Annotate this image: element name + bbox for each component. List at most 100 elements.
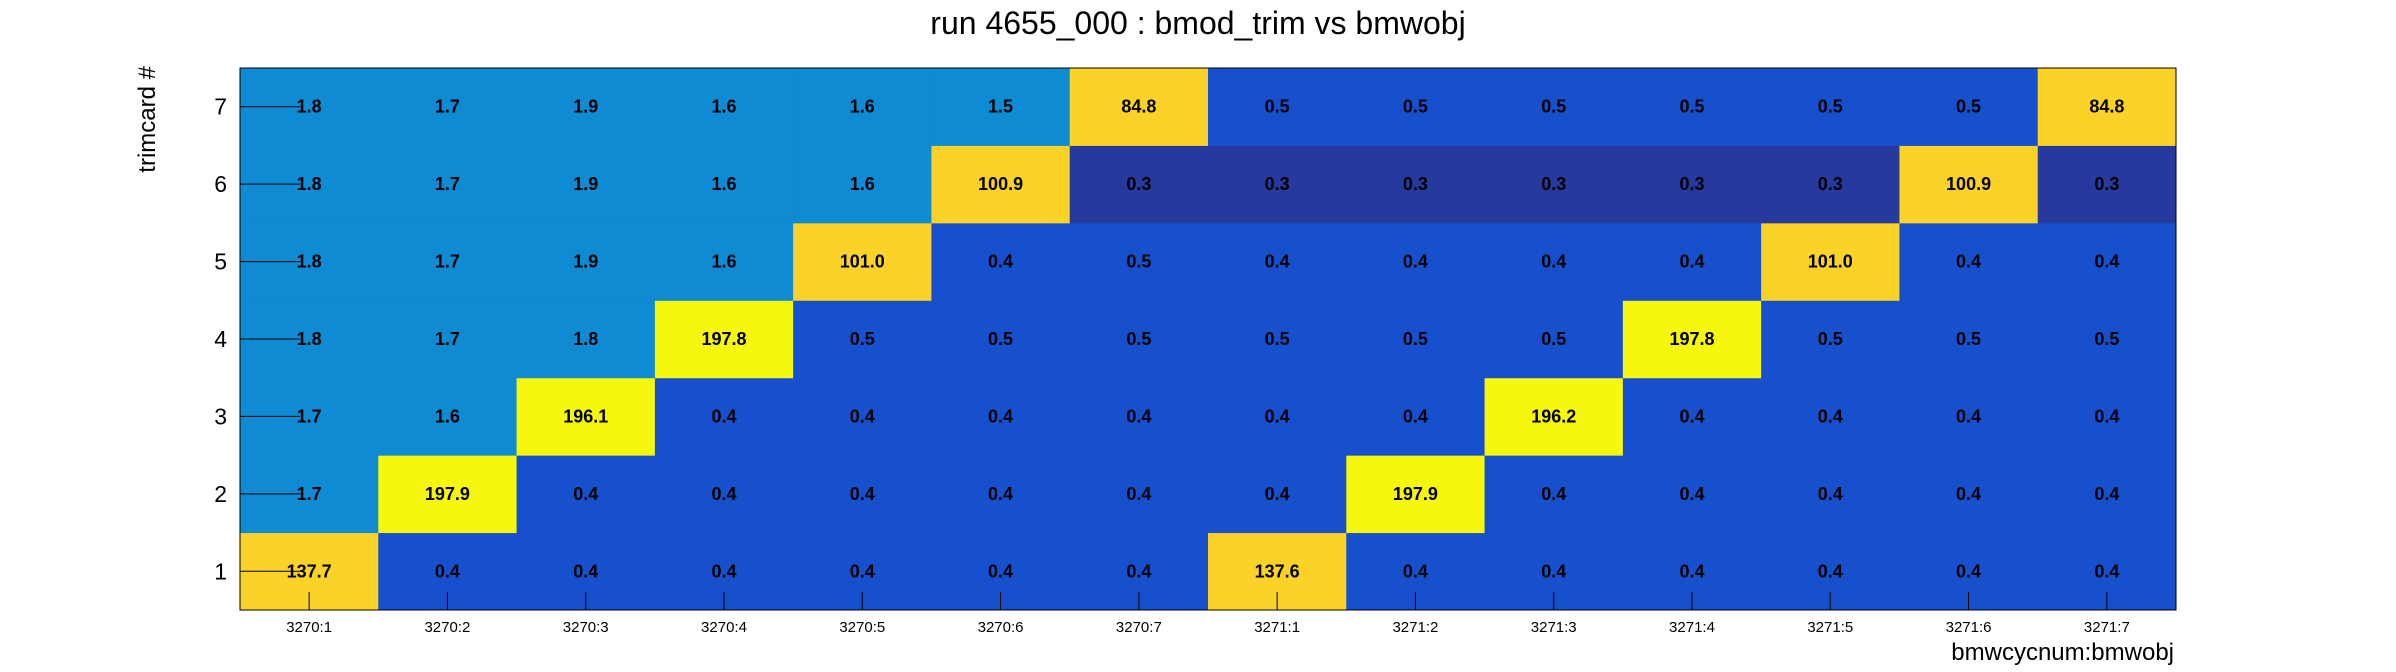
heatmap-cell	[516, 145, 656, 224]
x-tick-label: 3271:6	[1946, 619, 1992, 636]
cell-value-label: 0.4	[988, 252, 1013, 272]
cell-value-label: 196.1	[563, 406, 608, 426]
heatmap-cell	[1761, 68, 1900, 146]
cell-value-label: 0.4	[1956, 252, 1981, 272]
cell-value-label: 0.3	[1679, 174, 1704, 194]
x-tick-label: 3270:7	[1116, 619, 1162, 636]
cell-value-label: 1.7	[297, 406, 322, 426]
cell-value-label: 0.3	[1403, 174, 1428, 194]
heatmap-cell	[1622, 222, 1762, 301]
cell-value-label: 137.7	[287, 561, 332, 581]
cell-value-label: 197.9	[425, 484, 470, 504]
cell-value-label: 1.6	[850, 97, 875, 117]
heatmap-cell	[654, 145, 794, 224]
cell-value-label: 0.4	[1679, 561, 1704, 581]
heatmap-cell	[2037, 377, 2177, 456]
heatmap-cell	[1761, 455, 1900, 534]
heatmap-cell	[1622, 455, 1762, 534]
cell-value-label: 84.8	[1121, 97, 1156, 117]
cell-value-label: 1.8	[297, 329, 322, 349]
cell-value-label: 0.4	[1679, 484, 1704, 504]
heatmap-cell	[2037, 300, 2177, 379]
heatmap-cell	[1761, 222, 1900, 301]
cell-value-label: 0.4	[1679, 406, 1704, 426]
heatmap-cell	[1899, 377, 2039, 456]
x-axis: 3270:1 3270:2 3270:3 3270:4 3270:5 3270:6 3270…	[286, 592, 2130, 636]
heatmap-cell	[654, 455, 794, 534]
heatmap-cell	[516, 377, 656, 456]
heatmap-cell	[1346, 455, 1486, 534]
heatmap-cell	[1899, 222, 2039, 301]
x-tick-label: 3271:3	[1531, 619, 1577, 636]
x-tick-label: 3270:6	[978, 619, 1024, 636]
cell-value-label: 1.8	[297, 252, 322, 272]
cell-value-label: 137.6	[1255, 561, 1300, 581]
cell-value-label: 0.5	[1679, 97, 1704, 117]
cell-value-label: 0.4	[1956, 561, 1981, 581]
heatmap-cell	[1346, 300, 1486, 379]
heatmap-cell	[516, 68, 656, 146]
cell-value-label: 0.5	[1265, 97, 1290, 117]
heatmap-cell	[931, 145, 1071, 224]
cell-value-label: 0.4	[1265, 252, 1290, 272]
heatmap-cell	[1899, 455, 2039, 534]
heatmap-cell	[793, 145, 932, 224]
heatmap-cell	[793, 377, 932, 456]
cell-value-label: 0.4	[1126, 406, 1151, 426]
heatmap-cell	[378, 68, 518, 146]
heatmap-cell	[931, 300, 1071, 379]
cell-value-label: 1.6	[711, 174, 736, 194]
heatmap-cell	[1346, 68, 1486, 146]
y-tick-label: 5	[214, 249, 227, 275]
cell-value-label: 1.6	[711, 97, 736, 117]
cell-value-label: 197.9	[1393, 484, 1438, 504]
cell-value-label: 0.4	[1818, 561, 1843, 581]
cell-value-label: 196.2	[1531, 406, 1576, 426]
heatmap-cell	[2037, 222, 2177, 301]
heatmap-cell	[1208, 68, 1347, 146]
cell-value-label: 1.9	[573, 97, 598, 117]
heatmap-cell	[793, 68, 932, 146]
y-tick-label: 4	[214, 326, 227, 352]
cell-value-label: 0.4	[988, 484, 1013, 504]
cell-value-label: 0.4	[435, 561, 460, 581]
heatmap-cell	[1069, 455, 1209, 534]
cell-value-label: 100.9	[1946, 174, 1991, 194]
heatmap-cell	[1899, 145, 2039, 224]
heatmap-cell	[1208, 377, 1347, 456]
cell-value-label: 0.4	[711, 406, 736, 426]
heatmap-cell	[931, 68, 1071, 146]
heatmap-cell	[1761, 377, 1900, 456]
cell-value-label: 1.8	[297, 174, 322, 194]
cell-value-label: 197.8	[1669, 329, 1714, 349]
cell-value-label: 0.4	[2094, 484, 2119, 504]
cell-value-label: 0.4	[850, 406, 875, 426]
heatmap-cell	[1622, 145, 1762, 224]
heatmap-cell	[931, 455, 1071, 534]
y-axis: 1 2 3 4 5 6 7	[214, 94, 300, 584]
cell-value-label: 0.5	[1956, 329, 1981, 349]
heatmap-cell	[1622, 68, 1762, 146]
x-tick-label: 3270:4	[701, 619, 747, 636]
x-tick-label: 3271:5	[1807, 619, 1853, 636]
cell-value-label: 0.4	[1818, 484, 1843, 504]
x-tick-label: 3271:2	[1392, 619, 1438, 636]
heatmap-cell	[1484, 377, 1624, 456]
heatmap-cell	[1899, 68, 2039, 146]
cell-value-label: 0.3	[1541, 174, 1566, 194]
cell-value-label: 0.4	[1956, 484, 1981, 504]
cell-value-label: 101.0	[840, 252, 885, 272]
heatmap-cell	[378, 222, 518, 301]
heatmap-cell	[1622, 377, 1762, 456]
cell-value-label: 0.4	[573, 561, 598, 581]
heatmap-cell	[378, 455, 518, 534]
heatmap-cell	[793, 455, 932, 534]
heatmap-cell	[1069, 145, 1209, 224]
cell-value-label: 0.4	[1403, 561, 1428, 581]
x-tick-label: 3270:5	[839, 619, 885, 636]
cell-value-label: 1.7	[297, 484, 322, 504]
heatmap-cell	[931, 377, 1071, 456]
cell-value-label: 0.4	[711, 561, 736, 581]
heatmap-cell	[654, 300, 794, 379]
